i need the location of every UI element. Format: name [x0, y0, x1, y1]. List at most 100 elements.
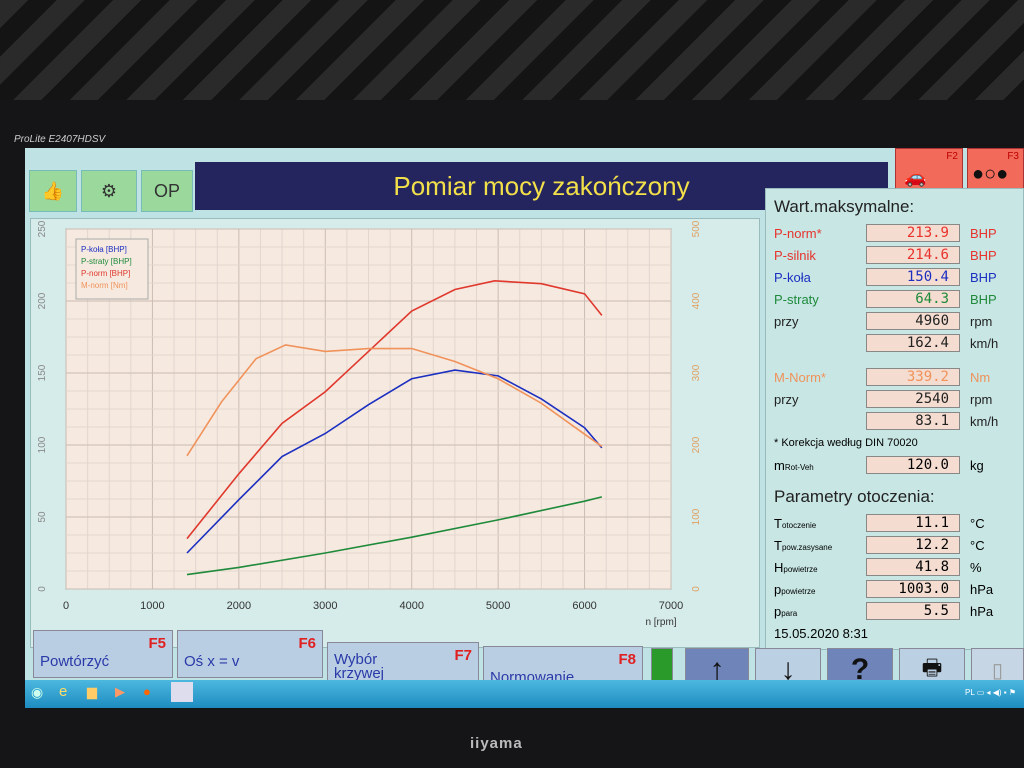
row-label: P-straty [774, 291, 819, 307]
ambient-value: 12.2 [866, 536, 960, 554]
row-value: 150.4 [866, 268, 960, 286]
ambient-sub: otoczenie [781, 520, 817, 530]
x-tick-label: 0 [63, 600, 69, 612]
repeat-button[interactable]: F5 Powtórzyć [33, 630, 173, 678]
folder-icon[interactable]: ▆ [87, 684, 97, 699]
row-unit: BHP [970, 225, 997, 241]
x-axis-button[interactable]: F6 Oś x = v [177, 630, 323, 678]
f3-rollers-button[interactable]: F3 ●○● [967, 148, 1024, 194]
legend-entry: M-norm [Nm] [81, 281, 128, 290]
monitor-brand: iiyama [470, 735, 523, 752]
ambient-label: T [774, 515, 782, 531]
start-icon[interactable]: ◉ [31, 684, 44, 700]
row-unit: km/h [970, 335, 999, 351]
taskbar: ◉ e ▆ ▶ ● PL ▭ ◂ ◀) ▪ ⚑ [25, 680, 1024, 708]
datetime: 15.05.2020 8:31 [774, 626, 868, 641]
max-value-row: 162.4 km/h [766, 333, 1023, 353]
op-button[interactable]: OP [141, 170, 193, 212]
y-right-tick-label: 200 [691, 436, 702, 453]
repeat-label: Powtórzyć [40, 653, 110, 670]
ambient-value: 5.5 [866, 602, 960, 620]
row-unit: BHP [970, 269, 997, 285]
row-unit: BHP [970, 247, 997, 263]
row-value: 162.4 [866, 334, 960, 352]
mass-value: 120.0 [866, 456, 960, 474]
ambient-unit: hPa [970, 581, 994, 597]
document-icon: ▯ [991, 659, 1003, 682]
f3-key: F3 [1007, 151, 1019, 162]
series-line-3 [186, 344, 603, 457]
ie-icon[interactable]: e [59, 683, 68, 700]
max-value-row: P-straty 64.3 BHP [766, 289, 1023, 309]
max-value-row: P-norm* 213.9 BHP [766, 223, 1023, 243]
row-label: P-norm* [774, 225, 822, 241]
ambient-label: p [774, 581, 782, 597]
row-label: przy [774, 313, 799, 329]
y-right-tick-label: 500 [691, 220, 702, 237]
screen: 👍 ⚙ OP Pomiar mocy zakończony F2 🚗 F3 ●○● … [25, 148, 1024, 708]
x-tick-label: 3000 [313, 600, 337, 612]
f2-key: F2 [946, 151, 958, 162]
ambient-row: Totoczenie 11.1 °C [766, 513, 1023, 533]
x-tick-label: 7000 [659, 600, 683, 612]
rollers-icon: ●○● [972, 163, 1009, 185]
max-values-panel: Wart.maksymalne: P-norm* 213.9 BHP P-silnik… [765, 188, 1024, 650]
x-axis-label: Oś x = v [184, 653, 240, 670]
ambient-unit: °C [970, 537, 985, 553]
row-value: 339.2 [866, 368, 960, 386]
f6-key: F6 [298, 635, 316, 652]
max-value-row: 83.1 km/h [766, 411, 1023, 431]
f5-key: F5 [148, 635, 166, 652]
row-label: przy [774, 391, 799, 407]
y-left-tick-label: 200 [37, 292, 48, 309]
media-icon[interactable]: ▶ [115, 684, 125, 699]
mass-unit: kg [970, 457, 984, 473]
y-left-tick-label: 50 [37, 511, 48, 523]
x-tick-label: 4000 [399, 600, 423, 612]
y-left-tick-label: 150 [37, 364, 48, 381]
mass-sub: Rot-Veh [784, 462, 814, 472]
ambient-row: Tpow.zasysane 12.2 °C [766, 535, 1023, 555]
max-value-row: przy 4960 rpm [766, 311, 1023, 331]
background-foam [0, 0, 1024, 110]
row-unit: Nm [970, 369, 991, 385]
thumbs-up-icon[interactable]: 👍 [29, 170, 77, 212]
x-tick-label: 2000 [227, 600, 251, 612]
y-right-tick-label: 300 [691, 364, 702, 381]
row-unit: BHP [970, 291, 997, 307]
max-value-row: P-silnik 214.6 BHP [766, 245, 1023, 265]
y-right-tick-label: 0 [691, 586, 702, 592]
y-left-tick-label: 0 [37, 586, 48, 592]
engine-icon[interactable]: ⚙ [81, 170, 137, 212]
y-left-tick-label: 100 [37, 436, 48, 453]
legend [75, 238, 149, 300]
correction-note: * Korekcja według DIN 70020 [774, 437, 918, 449]
f7-key: F7 [454, 647, 472, 664]
x-tick-label: 6000 [572, 600, 596, 612]
ambient-sub: para [781, 608, 798, 618]
ambient-sub: powietrze [781, 586, 816, 596]
app-icon[interactable] [171, 682, 193, 702]
ambient-sub: pow.zasysane [781, 542, 833, 552]
row-value: 213.9 [866, 224, 960, 242]
ambient-unit: hPa [970, 603, 994, 619]
ambient-row: Hpowietrze 41.8% [766, 557, 1023, 577]
legend-entry: P-koła [BHP] [81, 245, 127, 254]
x-tick-label: 1000 [140, 600, 164, 612]
firefox-icon[interactable]: ● [143, 684, 151, 699]
power-chart: 0 1000 2000 3000 4000 5000 6000 700005010015020… [37, 220, 702, 628]
row-value: 83.1 [866, 412, 960, 430]
row-value: 4960 [866, 312, 960, 330]
max-values-heading: Wart.maksymalne: [774, 197, 915, 216]
curve-select-label: Wybór krzywej [334, 651, 385, 682]
ambient-value: 1003.0 [866, 580, 960, 598]
mass-label: m [774, 457, 785, 473]
ambient-row: ppara 5.5 hPa [766, 601, 1023, 621]
system-tray: PL ▭ ◂ ◀) ▪ ⚑ [965, 688, 1016, 697]
row-unit: km/h [970, 413, 999, 429]
ambient-value: 41.8 [866, 558, 960, 576]
car-icon: 🚗 [904, 167, 927, 187]
monitor-model: ProLite E2407HDSV [14, 134, 106, 145]
ambient-label: H [774, 559, 784, 575]
row-value: 214.6 [866, 246, 960, 264]
